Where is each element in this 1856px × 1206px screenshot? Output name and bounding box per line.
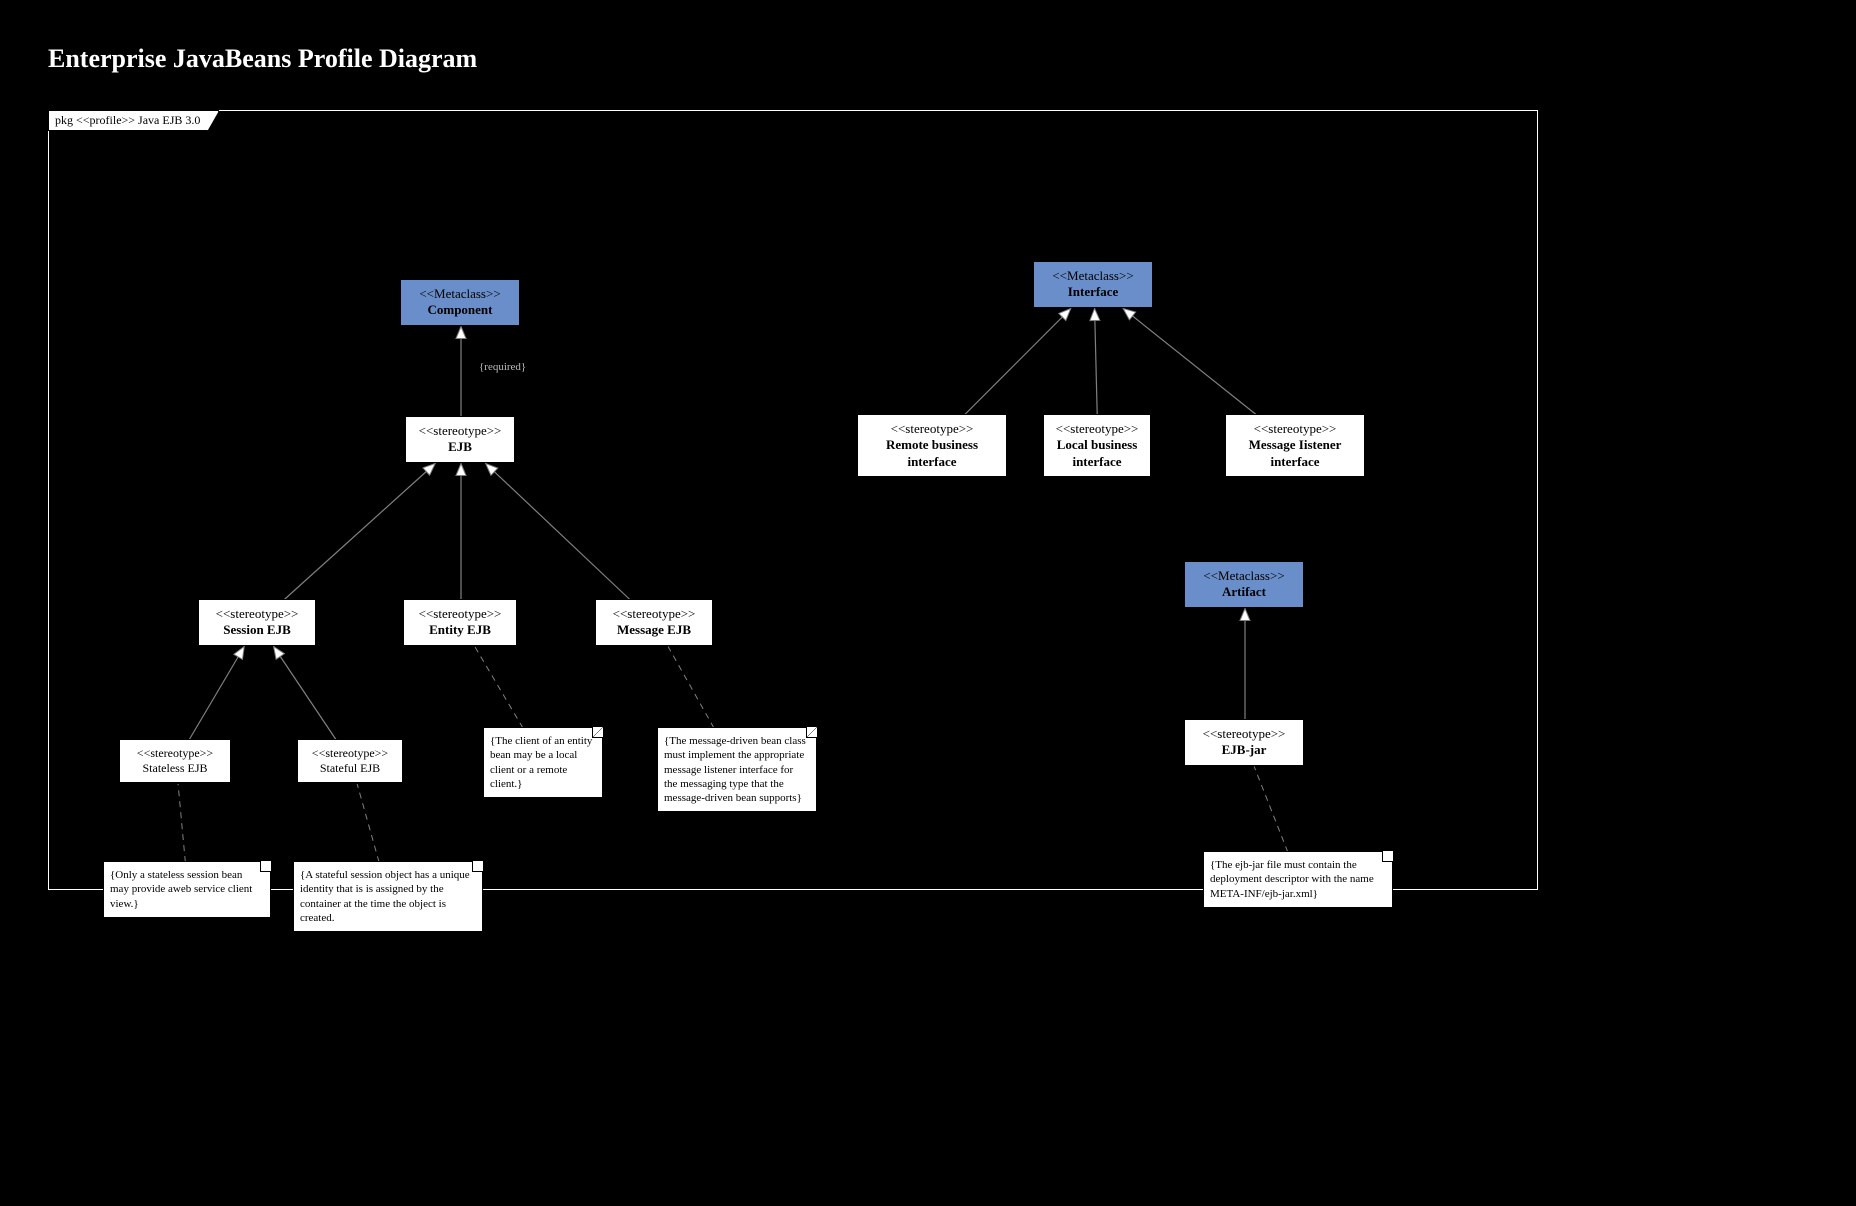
node-stereo: <<stereotype>> xyxy=(130,746,220,761)
edge-note-anchor xyxy=(178,784,185,862)
node-name: EJB xyxy=(416,439,504,455)
edge-generalization xyxy=(189,647,244,741)
node-stateful_ejb: <<stereotype>>Stateful EJB xyxy=(297,739,403,783)
note-message_note: {The message-driven bean class must impl… xyxy=(657,727,817,812)
note-stateful_note: {A stateful session object has a unique … xyxy=(293,861,483,932)
edge-generalization xyxy=(1123,309,1257,416)
note-stateless_note: {Only a stateless session bean may provi… xyxy=(103,861,271,918)
edge-generalization xyxy=(1095,309,1098,416)
node-stereo: <<Metaclass>> xyxy=(411,286,509,302)
edge-note-anchor xyxy=(357,784,379,862)
node-name: Session EJB xyxy=(209,622,305,638)
node-stereo: <<stereotype>> xyxy=(606,606,702,622)
edge-generalization xyxy=(274,647,337,741)
node-ejb_jar: <<stereotype>>EJB-jar xyxy=(1184,719,1304,766)
node-msg_listener: <<stereotype>>Message Iistener interface xyxy=(1225,414,1365,477)
note-entity_note: {The client of an entity bean may be a l… xyxy=(483,727,603,798)
node-name: Component xyxy=(411,302,509,318)
node-entity_ejb: <<stereotype>>Entity EJB xyxy=(403,599,517,646)
edge-generalization xyxy=(284,464,435,601)
node-stereo: <<stereotype>> xyxy=(1054,421,1140,437)
node-name: Artifact xyxy=(1195,584,1293,600)
node-artifact: <<Metaclass>>Artifact xyxy=(1184,561,1304,608)
node-name: Interface xyxy=(1044,284,1142,300)
edge-note-anchor xyxy=(475,647,523,729)
node-stereo: <<Metaclass>> xyxy=(1195,568,1293,584)
frame-label: pkg <<profile>> Java EJB 3.0 xyxy=(48,110,219,131)
node-session_ejb: <<stereotype>>Session EJB xyxy=(198,599,316,646)
node-stereo: <<stereotype>> xyxy=(308,746,392,761)
node-name: Remote business interface xyxy=(868,437,996,470)
node-stereo: <<stereotype>> xyxy=(414,606,506,622)
node-stereo: <<stereotype>> xyxy=(209,606,305,622)
node-name: Local business interface xyxy=(1054,437,1140,470)
node-name: Message EJB xyxy=(606,622,702,638)
node-ejb: <<stereotype>>EJB xyxy=(405,416,515,463)
diagram-frame: pkg <<profile>> Java EJB 3.0 {required} … xyxy=(48,110,1538,890)
edge-label-required: {required} xyxy=(479,361,526,373)
edge-generalization xyxy=(486,464,631,601)
node-stereo: <<stereotype>> xyxy=(868,421,996,437)
edge-note-anchor xyxy=(668,647,714,729)
node-stereo: <<stereotype>> xyxy=(1236,421,1354,437)
node-message_ejb: <<stereotype>>Message EJB xyxy=(595,599,713,646)
node-name: Entity EJB xyxy=(414,622,506,638)
node-local_biz: <<stereotype>>Local business interface xyxy=(1043,414,1151,477)
node-remote_biz: <<stereotype>>Remote business interface xyxy=(857,414,1007,477)
node-name: Stateful EJB xyxy=(308,761,392,776)
node-interface: <<Metaclass>>Interface xyxy=(1033,261,1153,308)
node-name: Message Iistener interface xyxy=(1236,437,1354,470)
node-name: Stateless EJB xyxy=(130,761,220,776)
node-name: EJB-jar xyxy=(1195,742,1293,758)
node-stereo: <<stereotype>> xyxy=(1195,726,1293,742)
edge-generalization xyxy=(964,309,1070,416)
note-ejbjar_note: {The ejb-jar file must contain the deplo… xyxy=(1203,851,1393,908)
page-title: Enterprise JavaBeans Profile Diagram xyxy=(48,44,477,74)
edge-note-anchor xyxy=(1254,767,1288,853)
node-stateless_ejb: <<stereotype>>Stateless EJB xyxy=(119,739,231,783)
node-component: <<Metaclass>>Component xyxy=(400,279,520,326)
node-stereo: <<Metaclass>> xyxy=(1044,268,1142,284)
node-stereo: <<stereotype>> xyxy=(416,423,504,439)
